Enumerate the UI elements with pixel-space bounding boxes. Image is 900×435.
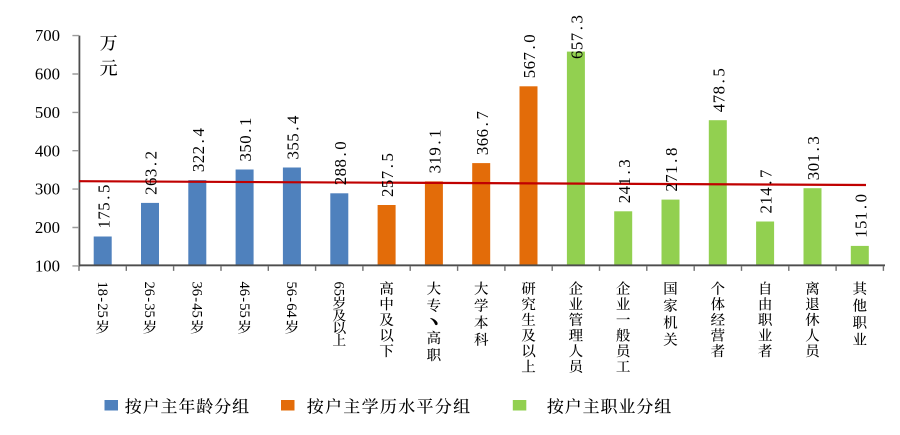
svg-text:350.1: 350.1	[236, 117, 255, 161]
svg-text:100: 100	[35, 257, 60, 276]
svg-text:700: 700	[35, 26, 60, 45]
svg-text:600: 600	[35, 65, 60, 84]
svg-text:214.7: 214.7	[757, 169, 776, 213]
svg-text:46-55: 46-55	[236, 282, 252, 318]
svg-text:355.4: 355.4	[284, 115, 303, 160]
svg-text:567.0: 567.0	[520, 34, 539, 78]
svg-text:56-64: 56-64	[283, 282, 299, 319]
svg-text:301.3: 301.3	[804, 136, 823, 180]
svg-text:241.3: 241.3	[615, 159, 634, 203]
svg-text:271.8: 271.8	[662, 147, 681, 191]
svg-text:657.3: 657.3	[568, 15, 587, 59]
svg-text:36-45: 36-45	[189, 282, 205, 318]
svg-text:263.2: 263.2	[142, 150, 161, 194]
svg-text:300: 300	[35, 180, 60, 199]
svg-text:500: 500	[35, 103, 60, 122]
svg-text:478.5: 478.5	[709, 68, 728, 112]
svg-text:400: 400	[35, 141, 60, 160]
svg-text:151.0: 151.0	[851, 193, 870, 237]
svg-text:288.0: 288.0	[331, 141, 350, 185]
svg-text:200: 200	[35, 218, 60, 237]
svg-text:175.5: 175.5	[94, 184, 113, 228]
svg-text:65: 65	[331, 282, 347, 297]
svg-text:26-35: 26-35	[141, 282, 157, 318]
svg-text:18-25: 18-25	[94, 282, 110, 318]
svg-text:257.5: 257.5	[378, 153, 397, 197]
svg-text:322.4: 322.4	[189, 128, 208, 173]
svg-text:366.7: 366.7	[473, 111, 492, 155]
svg-text:319.1: 319.1	[426, 129, 445, 173]
